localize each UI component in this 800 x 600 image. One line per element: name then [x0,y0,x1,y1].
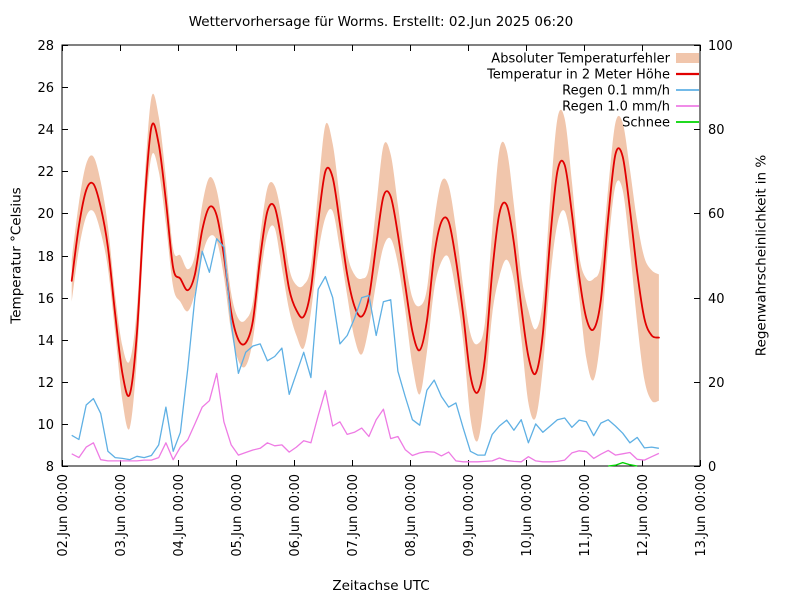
series-schnee [608,461,638,467]
legend-label: Temperatur in 2 Meter Höhe [486,68,670,83]
x-axis-label: Zeitachse UTC [332,578,430,594]
series-regen-10 [71,372,660,463]
y-left-tick-label: 18 [37,250,54,265]
x-tick-label: 04.Jun 00:00 [172,474,187,557]
x-tick-label: 06.Jun 00:00 [288,474,303,557]
series-regen-01 [71,238,660,461]
legend-swatch-band [676,53,699,63]
x-tick-label: 12.Jun 00:00 [636,474,651,557]
y-right-tick-label: 60 [708,207,725,222]
y-left-tick-label: 14 [37,334,54,349]
y-right-tick-label: 20 [708,376,725,391]
legend-label: Schnee [622,116,670,131]
y-left-tick-label: 12 [37,376,54,391]
legend-label: Absoluter Temperaturfehler [491,52,670,67]
y-left-tick-label: 20 [37,207,54,222]
y-left-tick-label: 28 [37,39,54,54]
chart-title: Wettervorhersage für Worms. Erstellt: 02… [188,14,574,30]
y-left-tick-label: 22 [37,165,54,180]
x-tick-label: 08.Jun 00:00 [404,474,419,557]
x-tick-label: 09.Jun 00:00 [462,474,477,557]
x-tick-label: 10.Jun 00:00 [520,474,535,557]
y-left-tick-label: 8 [46,460,54,475]
x-tick-label: 02.Jun 00:00 [56,474,71,557]
y-right-tick-label: 0 [708,460,716,475]
x-tick-label: 11.Jun 00:00 [578,474,593,557]
axis-ticks [62,45,701,467]
x-tick-label: 05.Jun 00:00 [230,474,245,557]
series-temperatur [70,122,660,397]
y-left-tick-label: 16 [37,292,54,307]
x-tick-label: 03.Jun 00:00 [114,474,129,557]
axis-tick-labels: 02.Jun 00:00 03.Jun 00:00 04.Jun 00:00 05.J… [37,39,732,557]
series-band-temperaturfehler [71,93,659,442]
x-tick-label: 07.Jun 00:00 [346,474,361,557]
legend-item-temperatur: Temperatur in 2 Meter Höhe [486,68,699,83]
legend-label: Regen 0.1 mm/h [562,84,670,99]
legend-item-regen-10: Regen 1.0 mm/h [562,100,699,115]
plot-border [61,44,701,467]
y-left-tick-label: 10 [37,418,54,433]
y-right-tick-label: 80 [708,123,725,138]
y-left-tick-label: 26 [37,81,54,96]
y-right-tick-label: 100 [708,39,733,54]
legend-item-regen-01: Regen 0.1 mm/h [562,84,699,99]
legend-label: Regen 1.0 mm/h [562,100,670,115]
legend-item-temperaturfehler: Absoluter Temperaturfehler [491,52,699,67]
legend-item-schnee: Schnee [622,116,699,131]
y-right-tick-label: 40 [708,292,725,307]
y-left-tick-label: 24 [37,123,54,138]
x-tick-label: 13.Jun 00:00 [694,474,709,557]
